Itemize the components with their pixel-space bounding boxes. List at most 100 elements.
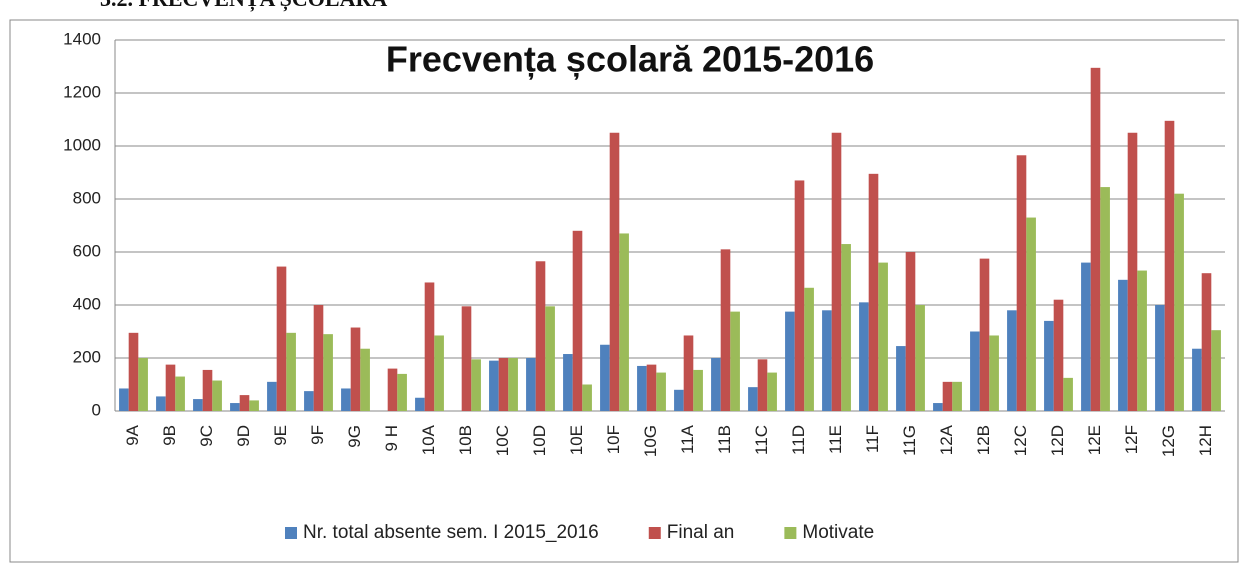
x-tick-label: 9F bbox=[308, 425, 327, 445]
bar bbox=[896, 346, 906, 411]
bar bbox=[1164, 120, 1175, 411]
x-tick-label: 12B bbox=[974, 425, 993, 455]
bar bbox=[646, 364, 657, 411]
bar bbox=[350, 327, 361, 411]
x-tick-label: 9G bbox=[345, 425, 364, 448]
bar bbox=[461, 306, 472, 411]
x-tick-label: 12C bbox=[1011, 425, 1030, 456]
x-tick-label: 9D bbox=[234, 425, 253, 447]
bar bbox=[304, 391, 314, 411]
bar bbox=[387, 368, 398, 411]
bar bbox=[175, 376, 185, 411]
bar bbox=[489, 360, 499, 411]
bar bbox=[767, 372, 777, 411]
bar bbox=[276, 266, 287, 411]
bar bbox=[720, 249, 731, 411]
x-tick-label: 11G bbox=[900, 425, 919, 456]
bar bbox=[267, 381, 277, 411]
bar bbox=[1063, 377, 1073, 411]
bar bbox=[138, 358, 148, 411]
bar bbox=[165, 364, 176, 411]
bar bbox=[1155, 305, 1165, 411]
bar bbox=[156, 396, 166, 411]
bar bbox=[905, 252, 916, 411]
x-tick-label: 12E bbox=[1085, 425, 1104, 455]
bar bbox=[841, 244, 851, 411]
bar bbox=[683, 335, 694, 411]
bar bbox=[193, 399, 203, 411]
x-tick-label: 12H bbox=[1196, 425, 1215, 456]
y-tick-label: 0 bbox=[92, 400, 101, 419]
bar bbox=[674, 389, 684, 411]
x-tick-label: 12F bbox=[1122, 425, 1141, 454]
bar bbox=[748, 387, 758, 411]
bar bbox=[535, 261, 546, 411]
legend-marker bbox=[285, 527, 297, 539]
bar bbox=[286, 332, 296, 411]
y-tick-label: 800 bbox=[73, 188, 101, 207]
bar bbox=[128, 332, 139, 411]
bar bbox=[804, 287, 814, 411]
x-tick-label: 12D bbox=[1048, 425, 1067, 456]
bar bbox=[360, 348, 370, 411]
bar bbox=[1211, 330, 1221, 411]
bar bbox=[600, 344, 610, 411]
bar bbox=[508, 358, 518, 411]
bar bbox=[415, 397, 425, 411]
x-tick-label: 10C bbox=[493, 425, 512, 456]
bar bbox=[637, 365, 647, 411]
bar bbox=[619, 233, 629, 411]
legend-label: Nr. total absente sem. I 2015_2016 bbox=[303, 522, 599, 543]
bar bbox=[202, 369, 213, 411]
bar bbox=[1044, 320, 1054, 411]
bar bbox=[1016, 155, 1027, 411]
bar bbox=[323, 334, 333, 411]
bar bbox=[471, 359, 481, 411]
bar bbox=[1118, 279, 1128, 411]
x-tick-label: 10D bbox=[530, 425, 549, 456]
bar bbox=[656, 372, 666, 411]
bar bbox=[1053, 299, 1064, 411]
x-tick-label: 9E bbox=[271, 425, 290, 446]
bar bbox=[119, 388, 129, 411]
bar bbox=[1174, 193, 1184, 411]
x-tick-label: 10G bbox=[641, 425, 660, 457]
x-tick-label: 10B bbox=[456, 425, 475, 455]
x-tick-label: 9C bbox=[197, 425, 216, 447]
x-tick-label: 9B bbox=[160, 425, 179, 446]
bar bbox=[970, 331, 980, 411]
x-tick-label: 11D bbox=[789, 425, 808, 455]
y-tick-label: 1000 bbox=[63, 135, 101, 154]
bar bbox=[239, 395, 250, 411]
chart-border bbox=[9, 19, 1239, 563]
x-tick-label: 11F bbox=[863, 425, 882, 453]
y-tick-label: 200 bbox=[73, 347, 101, 366]
bar bbox=[424, 282, 435, 411]
bar bbox=[942, 381, 953, 411]
bar bbox=[1100, 187, 1110, 411]
bar bbox=[609, 132, 620, 411]
bar bbox=[915, 305, 925, 411]
bar bbox=[545, 306, 555, 411]
x-tick-label: 12G bbox=[1159, 425, 1178, 457]
x-tick-label: 11B bbox=[715, 425, 734, 454]
bar bbox=[341, 388, 351, 411]
x-tick-label: 9A bbox=[123, 424, 142, 445]
bar bbox=[831, 132, 842, 411]
bar bbox=[1201, 273, 1212, 411]
x-tick-label: 11A bbox=[678, 424, 697, 454]
x-tick-label: 9 H bbox=[382, 425, 401, 451]
y-tick-label: 400 bbox=[73, 294, 101, 313]
y-tick-label: 600 bbox=[73, 241, 101, 260]
bar bbox=[1007, 310, 1017, 411]
bar bbox=[582, 384, 592, 411]
bar bbox=[572, 230, 583, 411]
bar bbox=[434, 335, 444, 411]
x-tick-label: 10E bbox=[567, 425, 586, 455]
bar bbox=[730, 311, 740, 411]
legend-label: Motivate bbox=[802, 522, 874, 543]
legend-label: Final an bbox=[667, 522, 735, 543]
bar bbox=[979, 258, 990, 411]
bar bbox=[1137, 270, 1147, 411]
